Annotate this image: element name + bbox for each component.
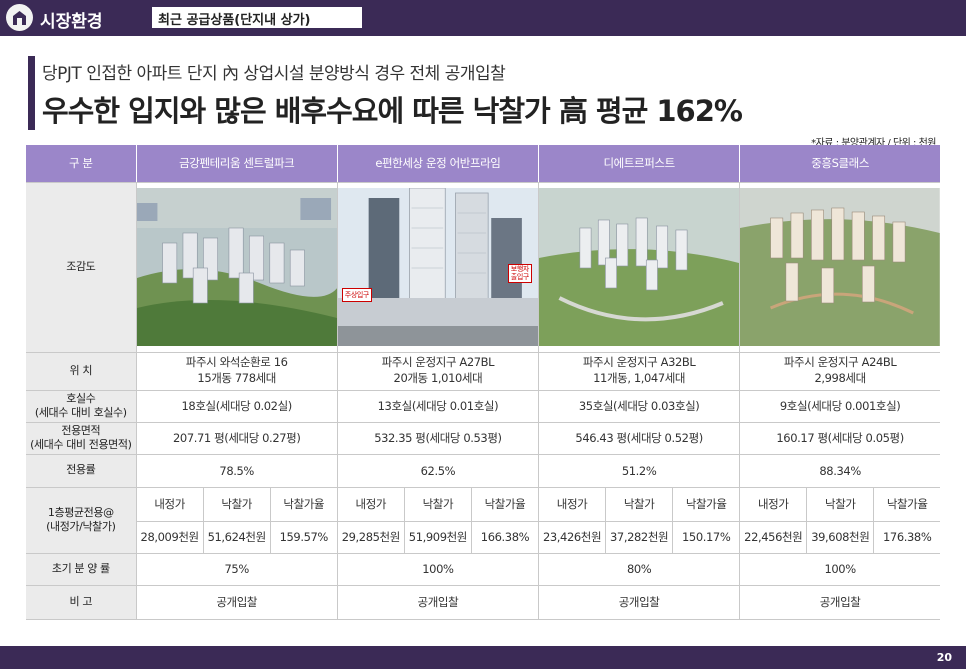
location-cell: 파주시 운정지구 A32BL 11개동, 1,047세대 [538, 352, 741, 391]
location-cell: 파주시 와석순환로 16 15개동 778세대 [136, 352, 338, 391]
ratio-cell: 78.5% [136, 454, 338, 488]
headline-accent-bar [28, 56, 35, 130]
building-logo-icon [6, 4, 33, 31]
reserve-price: 22,456천원 [739, 521, 808, 554]
header-label: 구 분 [26, 145, 137, 183]
sub-tab-label: 최근 공급상품(단지내 상가) [152, 7, 362, 28]
winning-rate: 176.38% [873, 521, 940, 554]
project-name: 금강펜테리움 센트럴파크 [136, 145, 338, 183]
note-cell: 공개입찰 [739, 585, 940, 620]
note-cell: 공개입찰 [136, 585, 338, 620]
sales-cell: 100% [739, 553, 940, 586]
location-cell: 파주시 운정지구 A24BL 2,998세대 [739, 352, 940, 391]
units-row: 호실수 (세대수 대비 호실수) 18호실(세대당 0.02실) 13호실(세대… [26, 390, 940, 423]
price-sub-header: 내정가 [739, 487, 808, 522]
winning-rate: 166.38% [471, 521, 540, 554]
price-sub-header: 낙찰가 [806, 487, 875, 522]
project-name: 중흥S클래스 [739, 145, 940, 183]
units-cell: 35호실(세대당 0.03호실) [538, 390, 741, 423]
area-cell: 532.35 평(세대당 0.53평) [337, 422, 540, 455]
reserve-price: 28,009천원 [136, 521, 204, 554]
row-label: 전용률 [26, 454, 137, 488]
units-cell: 13호실(세대당 0.01호실) [337, 390, 540, 423]
note-cell: 공개입찰 [337, 585, 540, 620]
headline-title: 우수한 입지와 많은 배후수요에 따른 낙찰가 高 평균 162% [42, 94, 743, 128]
section-title: 시장환경 [40, 12, 103, 32]
row-label: 조감도 [26, 182, 137, 353]
image-row: 조감도 [26, 182, 940, 353]
note-cell: 공개입찰 [538, 585, 741, 620]
winning-price: 37,282천원 [605, 521, 674, 554]
note-row: 비 고 공개입찰 공개입찰 공개입찰 공개입찰 [26, 585, 940, 620]
aerial-view-image-3 [539, 188, 740, 346]
project-name: 디에트르퍼스트 [538, 145, 741, 183]
page-number: 20 [936, 651, 952, 664]
area-cell: 160.17 평(세대당 0.05평) [739, 422, 940, 455]
aerial-view-image-1 [136, 188, 337, 346]
price-sub-header: 내정가 [136, 487, 204, 522]
aerial-view-image-2: 주상입구 보행자 출입구 [337, 188, 539, 346]
source-note: *자료 : 분양관계자 / 단위 : 천원 [811, 138, 936, 149]
price-sub-header: 낙찰가 [605, 487, 674, 522]
reserve-price: 23,426천원 [538, 521, 607, 554]
price-sub-header: 낙찰가율 [873, 487, 940, 522]
row-label: 초기 분 양 률 [26, 553, 137, 586]
location-cell: 파주시 운정지구 A27BL 20개동 1,010세대 [337, 352, 540, 391]
sales-cell: 75% [136, 553, 338, 586]
ratio-row: 전용률 78.5% 62.5% 51.2% 88.34% [26, 454, 940, 488]
winning-price: 51,909천원 [404, 521, 472, 554]
image-tag: 주상입구 [341, 288, 372, 302]
ratio-cell: 62.5% [337, 454, 540, 488]
location-row: 위 치 파주시 와석순환로 16 15개동 778세대 파주시 운정지구 A27… [26, 352, 940, 391]
units-cell: 9호실(세대당 0.001호실) [739, 390, 940, 423]
row-label: 1층평균전용@ (내정가/낙찰가) [26, 487, 137, 554]
price-sub-header: 낙찰가율 [672, 487, 741, 522]
price-header-row: 1층평균전용@ (내정가/낙찰가) 내정가 낙찰가 낙찰가율 내정가 낙찰가 낙… [26, 487, 940, 554]
ratio-cell: 88.34% [739, 454, 940, 488]
sales-cell: 100% [337, 553, 540, 586]
area-cell: 207.71 평(세대당 0.27평) [136, 422, 338, 455]
sales-row: 초기 분 양 률 75% 100% 80% 100% [26, 553, 940, 586]
price-sub-header: 내정가 [337, 487, 405, 522]
price-value-row: 28,009천원 51,624천원 159.57% 29,285천원 51,90… [26, 521, 940, 554]
winning-rate: 150.17% [672, 521, 741, 554]
price-sub-header: 낙찰가 [203, 487, 271, 522]
row-label: 위 치 [26, 352, 137, 391]
reserve-price: 29,285천원 [337, 521, 405, 554]
units-cell: 18호실(세대당 0.02실) [136, 390, 338, 423]
row-label: 호실수 (세대수 대비 호실수) [26, 390, 137, 423]
area-cell: 546.43 평(세대당 0.52평) [538, 422, 741, 455]
row-label: 전용면적 (세대수 대비 전용면적) [26, 422, 137, 455]
price-sub-header: 내정가 [538, 487, 607, 522]
winning-price: 51,624천원 [203, 521, 271, 554]
price-sub-header: 낙찰가율 [471, 487, 540, 522]
header-row: 구 분 금강펜테리움 센트럴파크 e편한세상 운정 어반프라임 디에트르퍼스트 … [26, 145, 940, 183]
bottom-bar: 20 [0, 646, 966, 669]
row-label: 비 고 [26, 585, 137, 620]
supply-comparison-table: 구 분 금강펜테리움 센트럴파크 e편한세상 운정 어반프라임 디에트르퍼스트 … [26, 145, 940, 620]
aerial-view-image-4 [740, 188, 940, 346]
top-bar: 시장환경 최근 공급상품(단지내 상가) [0, 0, 966, 36]
image-tag: 보행자 출입구 [507, 264, 532, 284]
sales-cell: 80% [538, 553, 741, 586]
price-sub-header: 낙찰가율 [270, 487, 338, 522]
ratio-cell: 51.2% [538, 454, 741, 488]
price-sub-header: 낙찰가 [404, 487, 472, 522]
area-row: 전용면적 (세대수 대비 전용면적) 207.71 평(세대당 0.27평) 5… [26, 422, 940, 455]
winning-price: 39,608천원 [806, 521, 875, 554]
headline-subtitle: 당PJT 인접한 아파트 단지 內 상업시설 분양방식 경우 전체 공개입찰 [42, 64, 506, 84]
project-name: e편한세상 운정 어반프라임 [337, 145, 540, 183]
winning-rate: 159.57% [270, 521, 338, 554]
